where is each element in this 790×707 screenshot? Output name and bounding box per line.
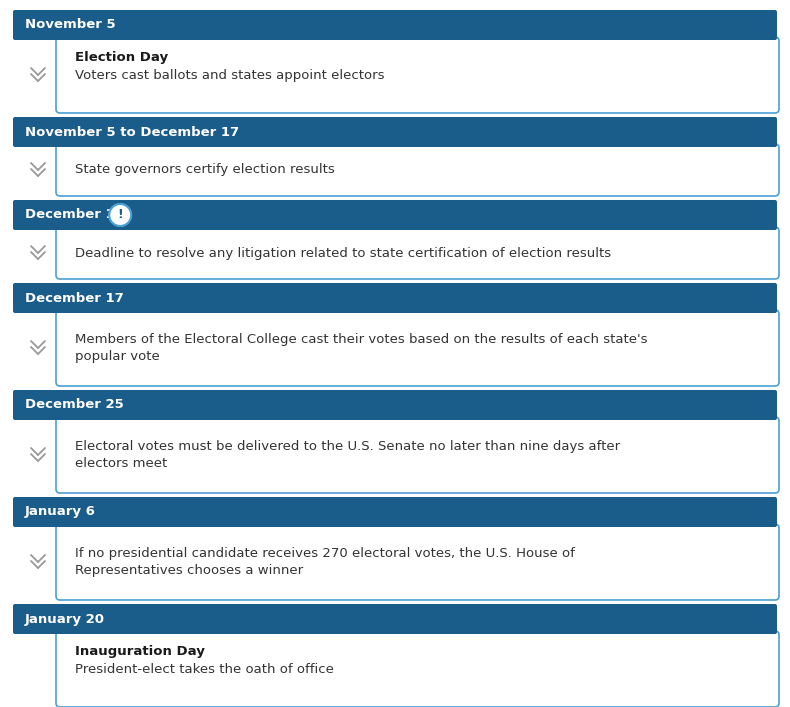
Text: December 16: December 16 (25, 209, 124, 221)
FancyBboxPatch shape (13, 117, 777, 147)
Text: Voters cast ballots and states appoint electors: Voters cast ballots and states appoint e… (75, 69, 385, 82)
FancyBboxPatch shape (56, 631, 779, 707)
Text: December 25: December 25 (25, 399, 124, 411)
Text: November 5 to December 17: November 5 to December 17 (25, 126, 239, 139)
FancyBboxPatch shape (56, 524, 779, 600)
FancyBboxPatch shape (13, 283, 777, 313)
FancyBboxPatch shape (13, 497, 777, 527)
Text: Election Day: Election Day (75, 51, 168, 64)
FancyBboxPatch shape (56, 417, 779, 493)
FancyBboxPatch shape (13, 390, 777, 420)
FancyBboxPatch shape (56, 144, 779, 196)
Text: November 5: November 5 (25, 18, 115, 32)
FancyBboxPatch shape (13, 604, 777, 634)
Circle shape (109, 204, 131, 226)
Text: Electoral votes must be delivered to the U.S. Senate no later than nine days aft: Electoral votes must be delivered to the… (75, 440, 620, 470)
FancyBboxPatch shape (56, 37, 779, 113)
Text: !: ! (118, 209, 123, 221)
Text: Inauguration Day: Inauguration Day (75, 645, 205, 658)
Text: President-elect takes the oath of office: President-elect takes the oath of office (75, 663, 334, 676)
FancyBboxPatch shape (56, 310, 779, 386)
FancyBboxPatch shape (56, 227, 779, 279)
Text: January 20: January 20 (25, 612, 105, 626)
Text: State governors certify election results: State governors certify election results (75, 163, 335, 177)
Text: Deadline to resolve any litigation related to state certification of election re: Deadline to resolve any litigation relat… (75, 247, 611, 259)
Text: December 17: December 17 (25, 291, 124, 305)
Text: Members of the Electoral College cast their votes based on the results of each s: Members of the Electoral College cast th… (75, 333, 648, 363)
FancyBboxPatch shape (13, 200, 777, 230)
Text: January 6: January 6 (25, 506, 96, 518)
FancyBboxPatch shape (13, 10, 777, 40)
Text: If no presidential candidate receives 270 electoral votes, the U.S. House of
Rep: If no presidential candidate receives 27… (75, 547, 575, 577)
